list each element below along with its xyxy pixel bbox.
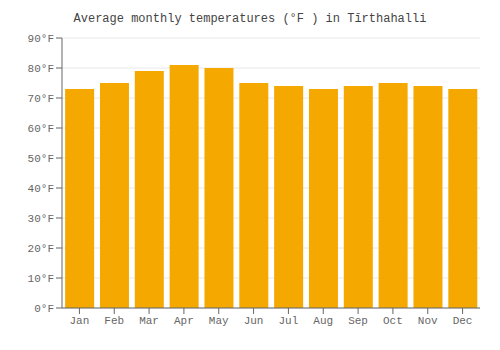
svg-text:Nov: Nov [418, 315, 438, 327]
svg-text:10°F: 10°F [28, 273, 54, 285]
svg-text:Aug: Aug [313, 315, 333, 327]
svg-text:Oct: Oct [383, 315, 403, 327]
svg-text:Feb: Feb [104, 315, 124, 327]
svg-text:80°F: 80°F [28, 63, 54, 75]
svg-text:20°F: 20°F [28, 243, 54, 255]
svg-text:Jul: Jul [279, 315, 299, 327]
svg-text:Jun: Jun [244, 315, 264, 327]
svg-text:40°F: 40°F [28, 183, 54, 195]
svg-text:Apr: Apr [174, 315, 194, 327]
svg-text:90°F: 90°F [28, 33, 54, 45]
svg-text:60°F: 60°F [28, 123, 54, 135]
svg-text:0°F: 0°F [34, 303, 54, 315]
svg-text:Jan: Jan [70, 315, 90, 327]
svg-text:May: May [209, 315, 229, 327]
svg-text:70°F: 70°F [28, 93, 54, 105]
html-text:Average monthly temperatures (: Average monthly temperatures (°F ) in Tī… [73, 12, 427, 26]
svg-text:Dec: Dec [453, 315, 473, 327]
svg-text:Mar: Mar [139, 315, 159, 327]
svg-text:Sep: Sep [348, 315, 368, 327]
svg-text:30°F: 30°F [28, 213, 54, 225]
svg-text:50°F: 50°F [28, 153, 54, 165]
